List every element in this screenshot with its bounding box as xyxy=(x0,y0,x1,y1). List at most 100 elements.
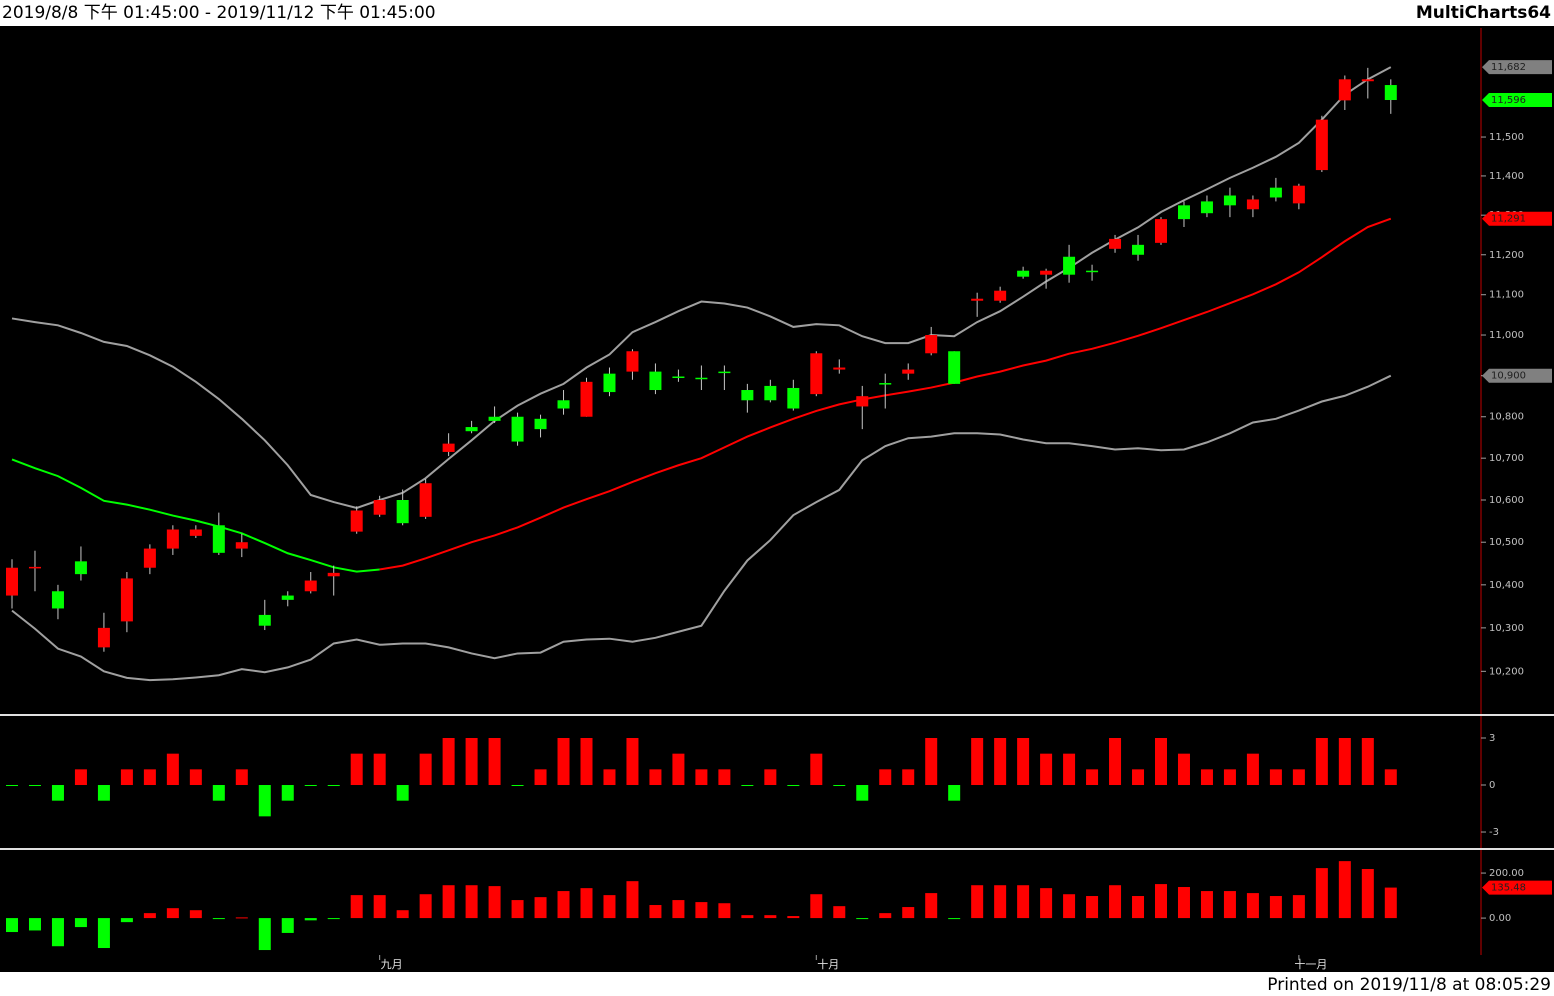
indicator-bar xyxy=(718,903,731,919)
candle-body xyxy=(1315,119,1328,171)
y-tick-label: 10,300 xyxy=(1489,623,1524,634)
y-tick-label: 0 xyxy=(1489,780,1495,791)
candle-body xyxy=(925,335,938,354)
header-title: 2019/8/8 下午 01:45:00 - 2019/11/12 下午 01:… xyxy=(2,3,436,23)
indicator-bar xyxy=(1223,891,1236,919)
indicator-bar xyxy=(580,737,593,786)
indicator-bar xyxy=(120,918,133,923)
candle-body xyxy=(1155,219,1167,243)
indicator-bar xyxy=(695,769,708,786)
price-marker xyxy=(1482,60,1552,75)
candle-body xyxy=(764,385,777,401)
indicator-bar xyxy=(212,918,225,920)
indicator-bar xyxy=(1040,753,1053,786)
candle-body xyxy=(1063,256,1076,275)
y-tick-label: 11,000 xyxy=(1489,330,1524,341)
indicator-bar xyxy=(994,885,1007,919)
candle-body xyxy=(327,572,340,577)
y-tick-label: 10,600 xyxy=(1489,495,1524,506)
indicator-bar xyxy=(833,906,846,919)
indicator-bar xyxy=(626,881,639,919)
indicator-bar xyxy=(327,918,340,920)
indicator-bar xyxy=(488,886,501,919)
indicator-bar xyxy=(1155,884,1167,919)
indicator-bar xyxy=(1155,737,1167,786)
indicator-bar xyxy=(810,894,823,919)
indicator-bar xyxy=(1223,769,1236,786)
indicator-bar xyxy=(534,897,547,919)
indicator-bar xyxy=(1017,737,1030,786)
candle-body xyxy=(1223,195,1236,206)
indicator-bar xyxy=(143,913,156,919)
indicator-bar xyxy=(879,769,892,786)
indicator-bar xyxy=(925,893,938,919)
indicator-bar xyxy=(603,895,616,919)
indicator-bar xyxy=(971,885,984,919)
candle-body xyxy=(1269,187,1282,198)
indicator-bar xyxy=(6,918,18,933)
candle-body xyxy=(419,483,432,517)
indicator-bar xyxy=(1177,887,1190,919)
candle-body xyxy=(580,381,593,417)
indicator-bar xyxy=(902,769,915,786)
candle-body xyxy=(281,595,294,600)
y-tick-label: 10,400 xyxy=(1489,580,1524,591)
indicator-bar xyxy=(1063,753,1076,786)
candle-body xyxy=(1132,244,1145,255)
indicator-bar xyxy=(488,737,501,786)
indicator-bar xyxy=(97,918,110,949)
candle-body xyxy=(695,377,708,380)
candle-body xyxy=(442,443,455,452)
indicator-bar xyxy=(396,785,409,801)
indicator-bar xyxy=(1200,769,1213,786)
indicator-bar xyxy=(856,785,869,801)
candle-body xyxy=(1109,238,1122,249)
indicator-bar xyxy=(1315,737,1328,786)
price-marker-label: 135.48 xyxy=(1491,883,1526,894)
indicator-bar xyxy=(1315,868,1328,919)
candle-body xyxy=(741,390,754,401)
indicator-bar xyxy=(350,895,363,919)
indicator-bar xyxy=(971,737,984,786)
indicator-bar xyxy=(511,785,524,787)
indicator-bar xyxy=(810,753,823,786)
indicator-bar xyxy=(1292,895,1305,919)
indicator-bar xyxy=(879,913,892,919)
indicator-bar xyxy=(465,885,478,919)
price-marker xyxy=(1482,93,1552,108)
indicator-bar xyxy=(1109,737,1122,786)
indicator-bar xyxy=(189,769,202,786)
indicator-bar xyxy=(258,918,271,951)
indicator-bar xyxy=(1269,769,1282,786)
indicator-bar xyxy=(672,753,685,786)
indicator-bar xyxy=(603,769,616,786)
candle-body xyxy=(258,614,271,626)
candle-body xyxy=(718,371,731,374)
indicator-bar xyxy=(1132,896,1145,919)
indicator-bar xyxy=(419,753,432,786)
indicator-bar xyxy=(166,908,179,919)
candle-body xyxy=(1361,79,1374,82)
x-tick-label: 十一月 xyxy=(1294,957,1327,971)
candle-body xyxy=(511,416,524,442)
indicator-bar xyxy=(787,916,800,919)
candle-body xyxy=(396,499,409,524)
candle-body xyxy=(810,353,823,395)
indicator-bar xyxy=(764,915,777,919)
candle-body xyxy=(1384,85,1397,101)
candle-body xyxy=(235,542,248,549)
indicator-bar xyxy=(1040,888,1053,919)
indicator-bar xyxy=(833,785,846,787)
price-marker-label: 11,596 xyxy=(1491,95,1526,106)
candle-body xyxy=(1177,205,1190,220)
indicator-bar xyxy=(166,753,179,786)
candle-body xyxy=(1292,185,1305,204)
indicator-bar xyxy=(304,918,317,921)
y-tick-label: 11,100 xyxy=(1489,290,1524,301)
header-brand: MultiCharts64 xyxy=(1416,3,1551,23)
candle-body xyxy=(557,400,570,409)
indicator-bar xyxy=(97,785,110,801)
indicator-bar xyxy=(856,918,869,920)
candle-body xyxy=(971,298,984,301)
